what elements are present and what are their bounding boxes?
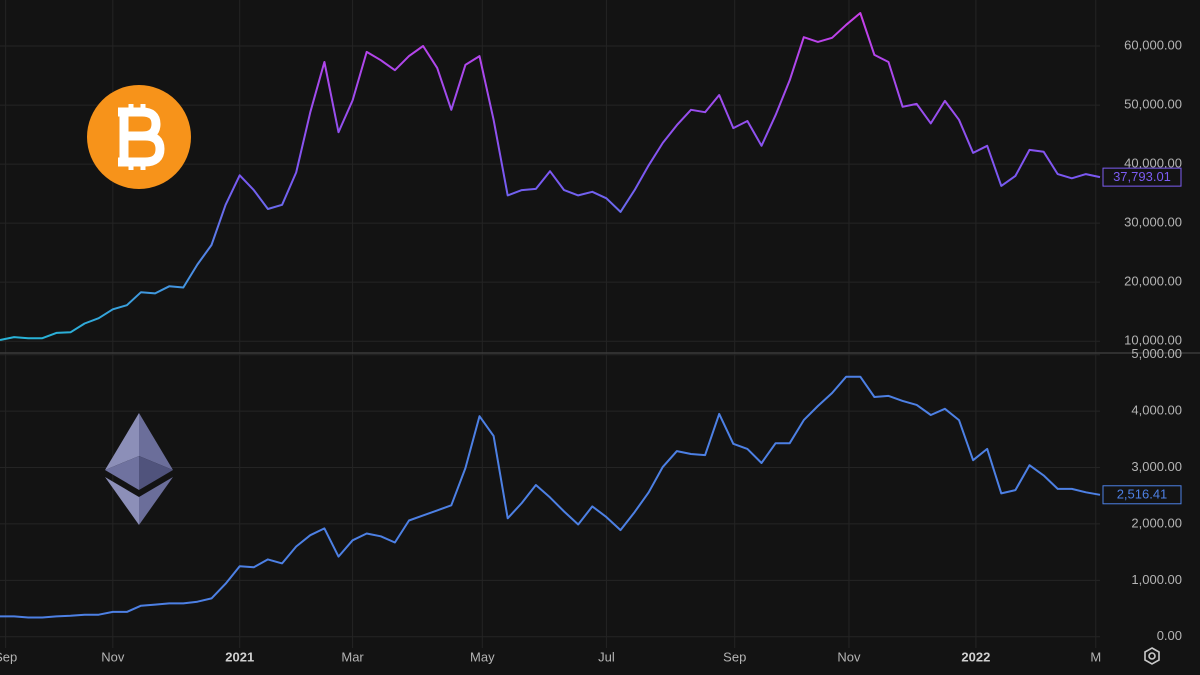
settings-icon[interactable] [1144,647,1160,665]
y-tick-label: 30,000.00 [1124,215,1182,230]
last-price-box [1102,485,1182,505]
y-tick-label: 5,000.00 [1131,346,1182,361]
last-price-box [1102,167,1182,187]
grid-layer [0,0,1100,648]
price-line [0,12,1101,341]
x-tick-label: Mar [341,649,364,664]
x-tick-label: 2022 [961,649,990,664]
x-tick-label: Jul [598,649,615,664]
y-tick-label: 60,000.00 [1124,37,1182,52]
y-tick-label: 0.00 [1157,628,1182,643]
ethereum-logo [105,413,173,525]
plot-layer: 10,000.00 20,000.00 30,000.00 40,000.00 50,0… [0,12,1182,664]
y-tick-label: 40,000.00 [1124,156,1182,171]
y-tick-label: 10,000.00 [1124,333,1182,348]
y-tick-label: 1,000.00 [1131,572,1182,587]
x-tick-label: Sep [0,649,17,664]
price-line [0,375,1101,619]
y-tick-label: 20,000.00 [1124,274,1182,289]
x-tick-label: Nov [837,649,861,664]
y-tick-label: 3,000.00 [1131,459,1182,474]
last-price-label: 37,793.01 [1113,169,1171,184]
x-tick-label: Sep [723,649,746,664]
last-price-label: 2,516.41 [1117,487,1168,502]
y-tick-label: 4,000.00 [1131,403,1182,418]
y-tick-label: 50,000.00 [1124,97,1182,112]
x-tick-label: 2021 [225,649,254,664]
x-tick-label: M [1090,649,1101,664]
y-tick-label: 2,000.00 [1131,515,1182,530]
bitcoin-logo [87,85,191,189]
x-tick-label: Nov [101,649,125,664]
x-tick-label: May [470,649,495,664]
